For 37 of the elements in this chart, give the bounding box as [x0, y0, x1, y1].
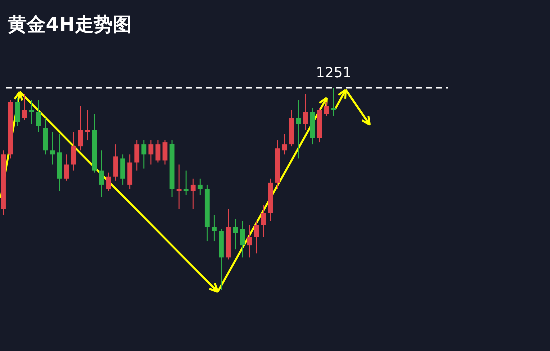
candlestick [212, 214, 217, 242]
candlestick [176, 164, 182, 210]
candlestick [233, 218, 238, 250]
candlestick [184, 170, 189, 196]
chart-title: 黄金4H走势图 [8, 13, 132, 38]
candlestick [50, 132, 56, 166]
candlestick [261, 204, 266, 238]
candlestick [29, 100, 34, 125]
candlestick [114, 144, 118, 182]
candlestick [85, 110, 90, 142]
candlestick [254, 220, 260, 254]
candlestick [43, 118, 48, 156]
candlestick [303, 94, 308, 131]
candlestick [324, 102, 330, 117]
text: 1251 [316, 66, 352, 82]
candlestick [162, 140, 168, 166]
candlestick [128, 154, 133, 190]
candlestick [22, 94, 28, 121]
candlestick [156, 140, 161, 164]
candlestick [240, 220, 246, 258]
candlestick [78, 106, 84, 152]
candlestick [198, 178, 203, 196]
candlestick [247, 224, 252, 258]
candlestick [296, 100, 302, 160]
candlestick [36, 100, 42, 133]
candlestick [332, 88, 336, 117]
candlestick [134, 140, 140, 172]
candlestick [190, 178, 196, 210]
candlestick [148, 140, 154, 166]
candlestick [142, 140, 147, 170]
candlestick [64, 154, 70, 182]
candlestick [99, 150, 104, 198]
candlestick [282, 134, 288, 156]
candlestick [120, 154, 126, 186]
candlestick [106, 172, 112, 192]
candlestick [71, 132, 76, 172]
candlestick [15, 98, 20, 127]
